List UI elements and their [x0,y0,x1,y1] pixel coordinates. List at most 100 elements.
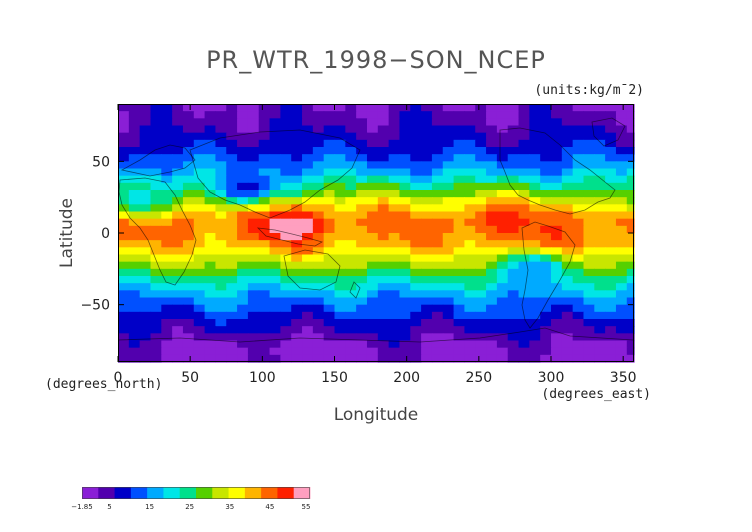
heatmap-cell [540,268,552,277]
heatmap-cell [486,311,498,320]
heatmap-cell [583,139,595,148]
heatmap-cell [453,276,466,284]
heatmap-cell [237,347,249,356]
heatmap-cell [345,333,357,342]
heatmap-cell [399,132,411,141]
heatmap-cell [150,211,162,220]
heatmap-cell [615,247,628,256]
heatmap-cell [583,326,595,334]
heatmap-cell [431,340,444,349]
heatmap-cell [442,354,455,363]
heatmap-cell [258,233,271,241]
heatmap-cell [442,168,455,177]
heatmap-cell [172,132,184,141]
heatmap-cell [464,311,476,320]
coastline-antarctica [117,327,634,343]
heatmap-cell [128,190,141,198]
heatmap-cell [182,168,195,177]
heatmap-cell [551,118,563,127]
heatmap-cell [486,240,498,248]
heatmap-cell [615,182,628,191]
heatmap-cell [388,319,401,327]
heatmap-cell [193,347,206,356]
heatmap-cell [507,233,520,241]
heatmap-cell [323,340,336,349]
heatmap-cell [345,118,357,127]
heatmap-cell [302,225,314,234]
heatmap-cell [572,104,585,112]
heatmap-cell [312,161,325,170]
heatmap-cell [323,268,336,277]
heatmap-cell [345,297,357,306]
heatmap-cell [204,326,217,334]
heatmap-cell [594,247,606,256]
heatmap-cell [280,340,292,349]
heatmap-cell [518,118,530,127]
heatmap-cell [334,175,346,184]
heatmap-cell [269,247,281,256]
heatmap-cell [410,340,422,349]
heatmap-cell [215,233,227,241]
heatmap-cell [507,311,520,320]
heatmap-cell [626,276,635,284]
heatmap-cell [615,333,628,342]
heatmap-cell [561,247,574,256]
heatmap-cell [226,261,238,270]
heatmap-cell [540,118,552,127]
heatmap-cell [128,340,141,349]
heatmap-cell [302,147,314,155]
heatmap-cell [615,319,628,327]
heatmap-cell [529,340,541,349]
heatmap-cell [496,347,509,356]
heatmap-cell [345,311,357,320]
heatmap-cell [302,211,314,220]
heatmap-cell [421,254,433,263]
heatmap-cell [226,104,238,112]
heatmap-cell [302,118,314,127]
heatmap-cell [172,283,184,291]
heatmap-cell [496,233,509,241]
heatmap-cell [464,132,476,141]
heatmap-cell [291,283,303,291]
heatmap-cell [496,104,509,112]
heatmap-cell [410,276,422,284]
heatmap-cell [410,297,422,306]
heatmap-cell [193,211,206,220]
heatmap-cell [572,125,585,134]
heatmap-cell [442,276,455,284]
heatmap-cell [605,139,617,148]
heatmap-cell [312,297,325,306]
heatmap-cell [431,197,444,205]
heatmap-cell [540,261,552,270]
colorbar-swatch [236,487,242,499]
heatmap-cell [345,347,357,356]
heatmap-cell [118,290,130,299]
heatmap-cell [215,261,227,270]
heatmap-cell [518,261,530,270]
heatmap-cell [410,347,422,356]
heatmap-cell [475,290,487,299]
heatmap-cell [551,182,563,191]
heatmap-cell [356,240,368,248]
heatmap-cell [302,340,314,349]
heatmap-cell [464,247,476,256]
heatmap-cell [182,297,195,306]
heatmap-cell [161,147,173,155]
heatmap-cell [431,297,444,306]
heatmap-cell [161,276,173,284]
heatmap-cell [399,347,411,356]
colorbar-swatch [269,487,274,499]
heatmap-cell [561,139,574,148]
heatmap-cell [475,104,487,112]
heatmap-cell [193,297,206,306]
heatmap-cell [323,276,336,284]
heatmap-cell [280,111,292,119]
heatmap-cell [302,104,314,112]
heatmap-cell [507,247,520,256]
heatmap-cell [269,139,281,148]
heatmap-cell [312,211,325,220]
heatmap-cell [594,233,606,241]
heatmap-cell [334,104,346,112]
heatmap-cell [475,354,487,363]
heatmap-cell [280,104,292,112]
